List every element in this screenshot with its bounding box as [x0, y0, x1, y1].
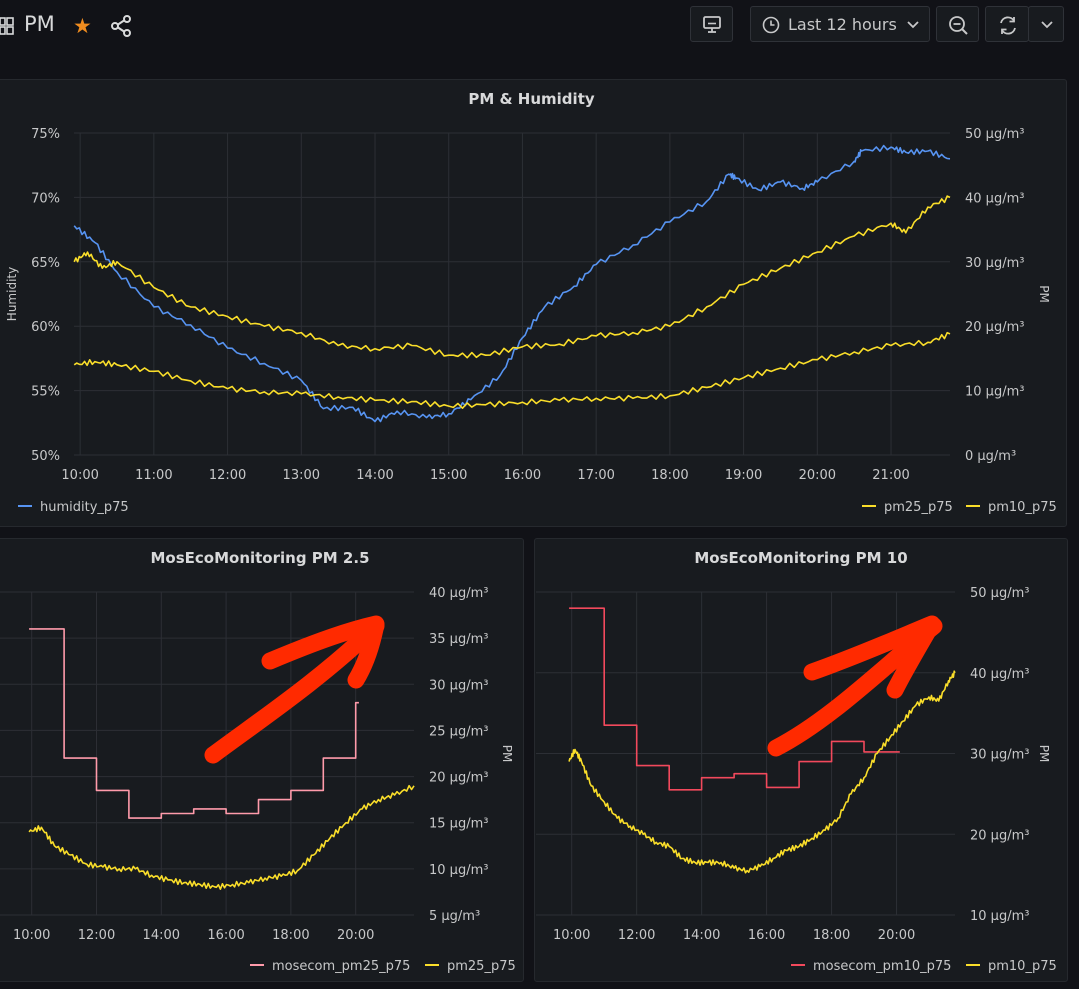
- y-axis-label-right: PM: [1037, 285, 1051, 303]
- x-tick-label: 21:00: [872, 468, 909, 483]
- y-tick-label: 50 µg/m³: [965, 127, 1024, 142]
- y-tick-label: 65%: [31, 256, 60, 271]
- legend-item[interactable]: pm25_p75: [884, 500, 953, 515]
- legend-item[interactable]: pm10_p75: [988, 500, 1057, 515]
- zoom-out-icon: [949, 16, 968, 35]
- x-tick-label: 18:00: [651, 468, 688, 483]
- y-tick-label: 60%: [31, 320, 60, 335]
- x-tick-label: 17:00: [577, 468, 614, 483]
- y-tick-label: 55%: [31, 385, 60, 400]
- y-tick-label: 50%: [31, 449, 60, 464]
- time-range-label: Last 12 hours: [788, 15, 897, 34]
- clock-icon: [762, 16, 780, 34]
- y-tick-label: 10 µg/m³: [965, 385, 1024, 400]
- panel-title[interactable]: PM & Humidity: [468, 90, 595, 108]
- series-line-humidity_p75: [73, 144, 951, 423]
- panel-mosecom-pm10: MosEcoMonitoring PM 10: [534, 538, 1068, 982]
- panel-mosecom-pm25: MosEcoMonitoring PM 2.5: [0, 538, 524, 982]
- panel-title[interactable]: MosEcoMonitoring PM 2.5: [150, 549, 370, 567]
- panel-pm-humidity: PM & Humidity: [0, 79, 1067, 527]
- x-tick-label: 13:00: [283, 468, 320, 483]
- top-bar: PM ★ Last 12 hours: [0, 0, 1079, 62]
- y-tick-label: 70%: [31, 191, 60, 206]
- monitor-icon: [703, 16, 721, 33]
- x-tick-label: 16:00: [504, 468, 541, 483]
- share-icon[interactable]: [110, 15, 132, 37]
- series-line-pm10_p75: [73, 195, 951, 359]
- series-line-pm25_p75: [73, 331, 951, 409]
- y-tick-label: 30 µg/m³: [965, 256, 1024, 271]
- panel-title[interactable]: MosEcoMonitoring PM 10: [694, 549, 908, 567]
- x-tick-label: 20:00: [799, 468, 836, 483]
- refresh-button[interactable]: [985, 6, 1029, 42]
- chevron-down-icon: [907, 21, 919, 29]
- x-tick-label: 10:00: [61, 468, 98, 483]
- x-tick-label: 14:00: [356, 468, 393, 483]
- time-range-picker[interactable]: Last 12 hours: [750, 6, 930, 42]
- y-tick-label: 0 µg/m³: [965, 449, 1016, 464]
- chevron-down-icon: [1041, 21, 1053, 29]
- dashboard-grid-icon: [0, 17, 14, 35]
- y-axis-label-left: Humidity: [5, 267, 19, 321]
- y-tick-label: 75%: [31, 127, 60, 142]
- x-tick-label: 19:00: [725, 468, 762, 483]
- legend-item[interactable]: humidity_p75: [40, 500, 129, 515]
- y-tick-label: 20 µg/m³: [965, 320, 1024, 335]
- tv-mode-button[interactable]: [690, 6, 733, 42]
- refresh-interval-dropdown[interactable]: [1028, 6, 1064, 42]
- star-icon[interactable]: ★: [73, 14, 92, 38]
- x-tick-label: 12:00: [209, 468, 246, 483]
- dashboard-title[interactable]: PM: [24, 12, 55, 36]
- zoom-out-button[interactable]: [936, 6, 979, 42]
- refresh-icon: [1000, 16, 1016, 35]
- x-tick-label: 15:00: [430, 468, 467, 483]
- x-tick-label: 11:00: [135, 468, 172, 483]
- y-tick-label: 40 µg/m³: [965, 191, 1024, 206]
